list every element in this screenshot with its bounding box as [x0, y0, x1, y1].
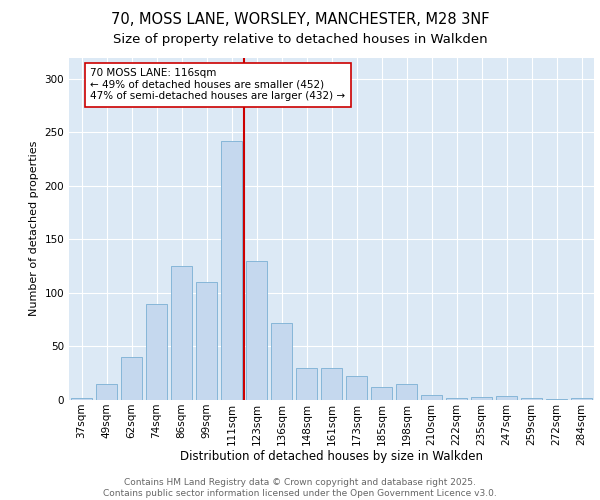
Bar	[521, 398, 542, 400]
Bar	[271, 323, 292, 400]
Bar	[546, 399, 567, 400]
Bar	[371, 387, 392, 400]
Bar	[321, 368, 342, 400]
Bar	[96, 384, 117, 400]
Bar	[246, 261, 267, 400]
Bar	[71, 398, 92, 400]
Bar	[496, 396, 517, 400]
Text: Contains HM Land Registry data © Crown copyright and database right 2025.
Contai: Contains HM Land Registry data © Crown c…	[103, 478, 497, 498]
Bar	[571, 398, 592, 400]
Y-axis label: Number of detached properties: Number of detached properties	[29, 141, 39, 316]
Text: Size of property relative to detached houses in Walkden: Size of property relative to detached ho…	[113, 32, 487, 46]
Bar	[171, 266, 192, 400]
Bar	[421, 394, 442, 400]
Bar	[221, 141, 242, 400]
X-axis label: Distribution of detached houses by size in Walkden: Distribution of detached houses by size …	[180, 450, 483, 464]
Bar	[296, 368, 317, 400]
Bar	[471, 397, 492, 400]
Text: 70, MOSS LANE, WORSLEY, MANCHESTER, M28 3NF: 70, MOSS LANE, WORSLEY, MANCHESTER, M28 …	[111, 12, 489, 28]
Bar	[121, 357, 142, 400]
Bar	[446, 398, 467, 400]
Bar	[346, 376, 367, 400]
Bar	[196, 282, 217, 400]
Bar	[396, 384, 417, 400]
Bar	[146, 304, 167, 400]
Text: 70 MOSS LANE: 116sqm
← 49% of detached houses are smaller (452)
47% of semi-deta: 70 MOSS LANE: 116sqm ← 49% of detached h…	[90, 68, 346, 102]
